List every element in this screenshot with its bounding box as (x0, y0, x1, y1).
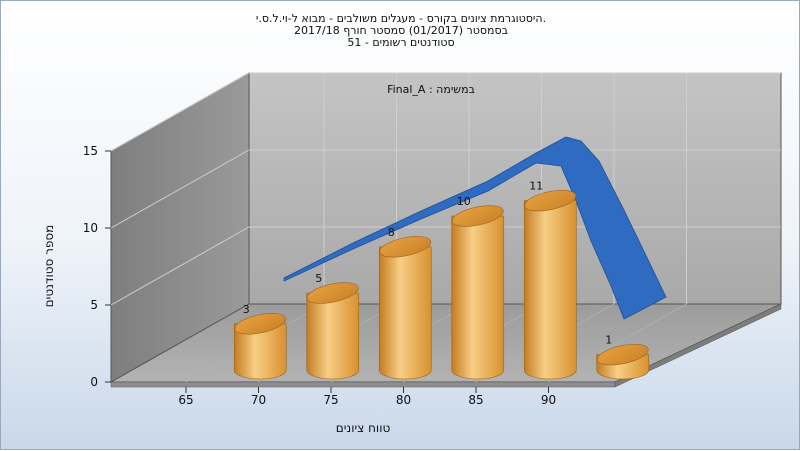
bar-top (596, 343, 649, 366)
bar-top (234, 313, 287, 335)
y-tick-label: 5 (90, 298, 98, 312)
histogram-bar: 3 (233, 303, 287, 380)
y-tick-label: 15 (83, 144, 98, 158)
grid-line-y (110, 72, 250, 152)
bar-value-label: 8 (388, 226, 395, 239)
bar-body (233, 323, 287, 380)
series-label: Final_A : במשימה (387, 83, 475, 96)
bar-top (379, 236, 432, 258)
histogram-bar: 8 (378, 226, 432, 380)
bar-value-label: 5 (315, 272, 322, 285)
x-axis-title: טווח ציונים (336, 421, 391, 435)
chart-title-line1: היסטוגרמת ציונים בקורס - מעגלים משולבים … (255, 12, 547, 25)
x-tick-label: 70 (251, 393, 266, 407)
bar-body (306, 292, 360, 380)
chart-title-line2: בסמסטר (01/2017) סמסטר חורף 2017/18 (294, 24, 508, 37)
y-tick-label: 10 (83, 221, 98, 235)
grid-line-y (110, 226, 250, 306)
bar-top (451, 205, 504, 227)
histogram-bar: 1 (596, 334, 650, 380)
floor-right-edge (614, 303, 782, 388)
x-tick-label: 75 (323, 393, 338, 407)
x-tick-label: 80 (396, 393, 411, 407)
back-wall (248, 72, 782, 305)
bar-value-label: 3 (243, 303, 250, 316)
floor-front-edge (110, 381, 616, 388)
grid-line-y (110, 149, 250, 229)
bar-body (378, 246, 432, 380)
distribution-curve (283, 136, 667, 320)
bar-value-label: 11 (529, 180, 543, 193)
bar-top (524, 189, 577, 212)
x-tick-label: 85 (468, 393, 483, 407)
bar-value-label: 1 (605, 334, 612, 347)
bar-body (523, 200, 577, 380)
curve-ribbon (283, 136, 667, 320)
y-axis-title: מספר סטודנטים (42, 225, 56, 308)
chart-title-line3: סטודנטים רשומים - 51 (347, 36, 455, 49)
bar-top (306, 282, 359, 304)
y-axis-ticks: 0 5 10 15 (83, 144, 111, 389)
histogram-bar: 10 (451, 195, 505, 380)
x-axis-ticks: 65 70 75 80 85 90 (178, 387, 556, 407)
histogram-bar: 5 (306, 272, 360, 380)
x-tick-label: 90 (541, 393, 556, 407)
histogram-bar: 11 (523, 180, 577, 380)
x-tick-label: 65 (178, 393, 193, 407)
bar-body (451, 215, 505, 380)
y-tick-label: 0 (90, 375, 98, 389)
bar-value-label: 10 (457, 195, 471, 208)
